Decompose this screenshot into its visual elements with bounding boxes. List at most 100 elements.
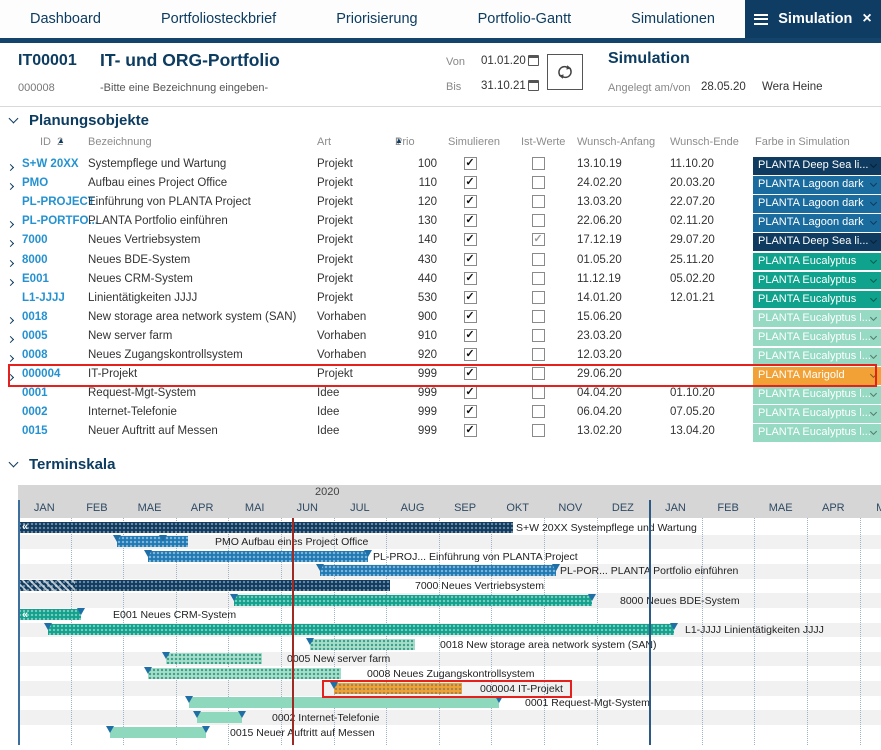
ist-werte-checkbox[interactable] (532, 272, 545, 285)
expand-arrow-icon[interactable] (8, 314, 13, 326)
simulieren-checkbox[interactable]: ✓ (464, 310, 477, 323)
farbe-dropdown[interactable]: PLANTA Deep Sea li... (753, 233, 881, 251)
portfolio-subtitle[interactable]: -Bitte eine Bezeichnung eingeben- (100, 82, 268, 94)
farbe-dropdown[interactable]: PLANTA Eucalyptus (753, 291, 881, 309)
simulieren-checkbox[interactable]: ✓ (464, 233, 477, 246)
farbe-dropdown[interactable]: PLANTA Deep Sea li... (753, 157, 881, 175)
simulieren-checkbox[interactable]: ✓ (464, 253, 477, 266)
hamburger-menu-icon[interactable] (754, 11, 768, 27)
collapse-chevron-icon[interactable] (9, 114, 19, 124)
expand-arrow-icon[interactable] (8, 333, 13, 345)
ist-werte-checkbox[interactable] (532, 348, 545, 361)
col-farbe[interactable]: Farbe in Simulation (755, 136, 850, 148)
row-id-link[interactable]: 0008 (22, 349, 86, 361)
farbe-dropdown[interactable]: PLANTA Eucalyptus l... (753, 424, 881, 442)
row-id-link[interactable]: 7000 (22, 234, 86, 246)
close-tab-icon[interactable]: × (862, 10, 871, 28)
expand-arrow-icon[interactable] (8, 352, 13, 364)
expand-arrow-icon[interactable] (8, 218, 13, 230)
collapse-chevron-icon[interactable] (9, 458, 19, 468)
gantt-bar[interactable] (234, 595, 592, 606)
simulieren-checkbox[interactable]: ✓ (464, 386, 477, 399)
row-id-link[interactable]: 0005 (22, 330, 86, 342)
gantt-bar[interactable] (18, 580, 390, 591)
gantt-bar[interactable] (117, 536, 188, 547)
expand-arrow-icon[interactable] (8, 161, 13, 173)
row-id-link[interactable]: 000004 (22, 368, 86, 380)
gantt-bar[interactable] (197, 712, 242, 723)
col-bezeichnung[interactable]: Bezeichnung (88, 136, 152, 148)
col-simulieren[interactable]: Simulieren (448, 136, 500, 148)
row-id-link[interactable]: 0018 (22, 311, 86, 323)
ist-werte-checkbox[interactable] (532, 329, 545, 342)
gantt-bar[interactable] (18, 522, 513, 533)
simulieren-checkbox[interactable]: ✓ (464, 157, 477, 170)
gantt-bar[interactable] (334, 683, 462, 694)
row-id-link[interactable]: 0002 (22, 406, 86, 418)
terminskala-section-title[interactable]: Terminskala (10, 456, 115, 473)
gantt-bar[interactable] (310, 639, 415, 650)
bis-date-field[interactable]: 31.10.21 (481, 80, 526, 92)
simulieren-checkbox[interactable]: ✓ (464, 291, 477, 304)
ist-werte-checkbox[interactable] (532, 176, 545, 189)
simulieren-checkbox[interactable]: ✓ (464, 176, 477, 189)
farbe-dropdown[interactable]: PLANTA Lagoon dark (753, 195, 881, 213)
col-ist-werte[interactable]: Ist-Werte (521, 136, 565, 148)
calendar-icon[interactable] (528, 55, 539, 66)
simulieren-checkbox[interactable]: ✓ (464, 329, 477, 342)
von-date-field[interactable]: 01.01.20 (481, 55, 526, 67)
simulieren-checkbox[interactable]: ✓ (464, 367, 477, 380)
ist-werte-checkbox[interactable] (532, 386, 545, 399)
row-id-link[interactable]: 8000 (22, 254, 86, 266)
ist-werte-checkbox[interactable] (532, 291, 545, 304)
gantt-bar[interactable] (320, 565, 556, 576)
farbe-dropdown[interactable]: PLANTA Eucalyptus l... (753, 329, 881, 347)
ist-werte-checkbox[interactable]: ✓ (532, 233, 545, 246)
row-id-link[interactable]: PL-PROJECT (22, 196, 86, 208)
simulieren-checkbox[interactable]: ✓ (464, 424, 477, 437)
simulieren-checkbox[interactable]: ✓ (464, 405, 477, 418)
row-id-link[interactable]: 0015 (22, 425, 86, 437)
simulieren-checkbox[interactable]: ✓ (464, 195, 477, 208)
ist-werte-checkbox[interactable] (532, 214, 545, 227)
tab-portfolio-gantt[interactable]: Portfolio-Gantt (478, 11, 572, 27)
farbe-dropdown[interactable]: PLANTA Marigold (753, 367, 881, 385)
refresh-button[interactable] (547, 54, 583, 90)
ist-werte-checkbox[interactable] (532, 405, 545, 418)
ist-werte-checkbox[interactable] (532, 195, 545, 208)
ist-werte-checkbox[interactable] (532, 157, 545, 170)
tab-dashboard[interactable]: Dashboard (30, 11, 101, 27)
gantt-bar[interactable] (166, 653, 262, 664)
farbe-dropdown[interactable]: PLANTA Eucalyptus (753, 253, 881, 271)
row-id-link[interactable]: S+W 20XX (22, 158, 86, 170)
simulieren-checkbox[interactable]: ✓ (464, 272, 477, 285)
col-art[interactable]: Art (317, 136, 331, 148)
gantt-bar[interactable] (189, 697, 499, 708)
gantt-bar[interactable] (148, 668, 341, 679)
row-id-link[interactable]: L1-JJJJ (22, 292, 86, 304)
expand-arrow-icon[interactable] (8, 257, 13, 269)
farbe-dropdown[interactable]: PLANTA Eucalyptus l... (753, 405, 881, 423)
farbe-dropdown[interactable]: PLANTA Lagoon dark (753, 176, 881, 194)
expand-arrow-icon[interactable] (8, 276, 13, 288)
simulieren-checkbox[interactable]: ✓ (464, 348, 477, 361)
ist-werte-checkbox[interactable] (532, 310, 545, 323)
gantt-bar[interactable] (148, 551, 368, 562)
expand-arrow-icon[interactable] (8, 180, 13, 192)
farbe-dropdown[interactable]: PLANTA Lagoon dark (753, 214, 881, 232)
row-id-link[interactable]: 0001 (22, 387, 86, 399)
row-id-link[interactable]: PL-PORTFO... (22, 215, 86, 227)
ist-werte-checkbox[interactable] (532, 424, 545, 437)
ist-werte-checkbox[interactable] (532, 367, 545, 380)
tab-portfoliosteckbrief[interactable]: Portfoliosteckbrief (161, 11, 276, 27)
row-id-link[interactable]: PMO (22, 177, 86, 189)
expand-arrow-icon[interactable] (8, 237, 13, 249)
farbe-dropdown[interactable]: PLANTA Eucalyptus l... (753, 386, 881, 404)
tab-simulationen[interactable]: Simulationen (631, 11, 715, 27)
tab-priorisierung[interactable]: Priorisierung (336, 11, 417, 27)
farbe-dropdown[interactable]: PLANTA Eucalyptus l... (753, 310, 881, 328)
calendar-icon[interactable] (528, 80, 539, 91)
expand-arrow-icon[interactable] (8, 371, 13, 383)
row-id-link[interactable]: E001 (22, 273, 86, 285)
gantt-bar[interactable] (48, 624, 674, 635)
